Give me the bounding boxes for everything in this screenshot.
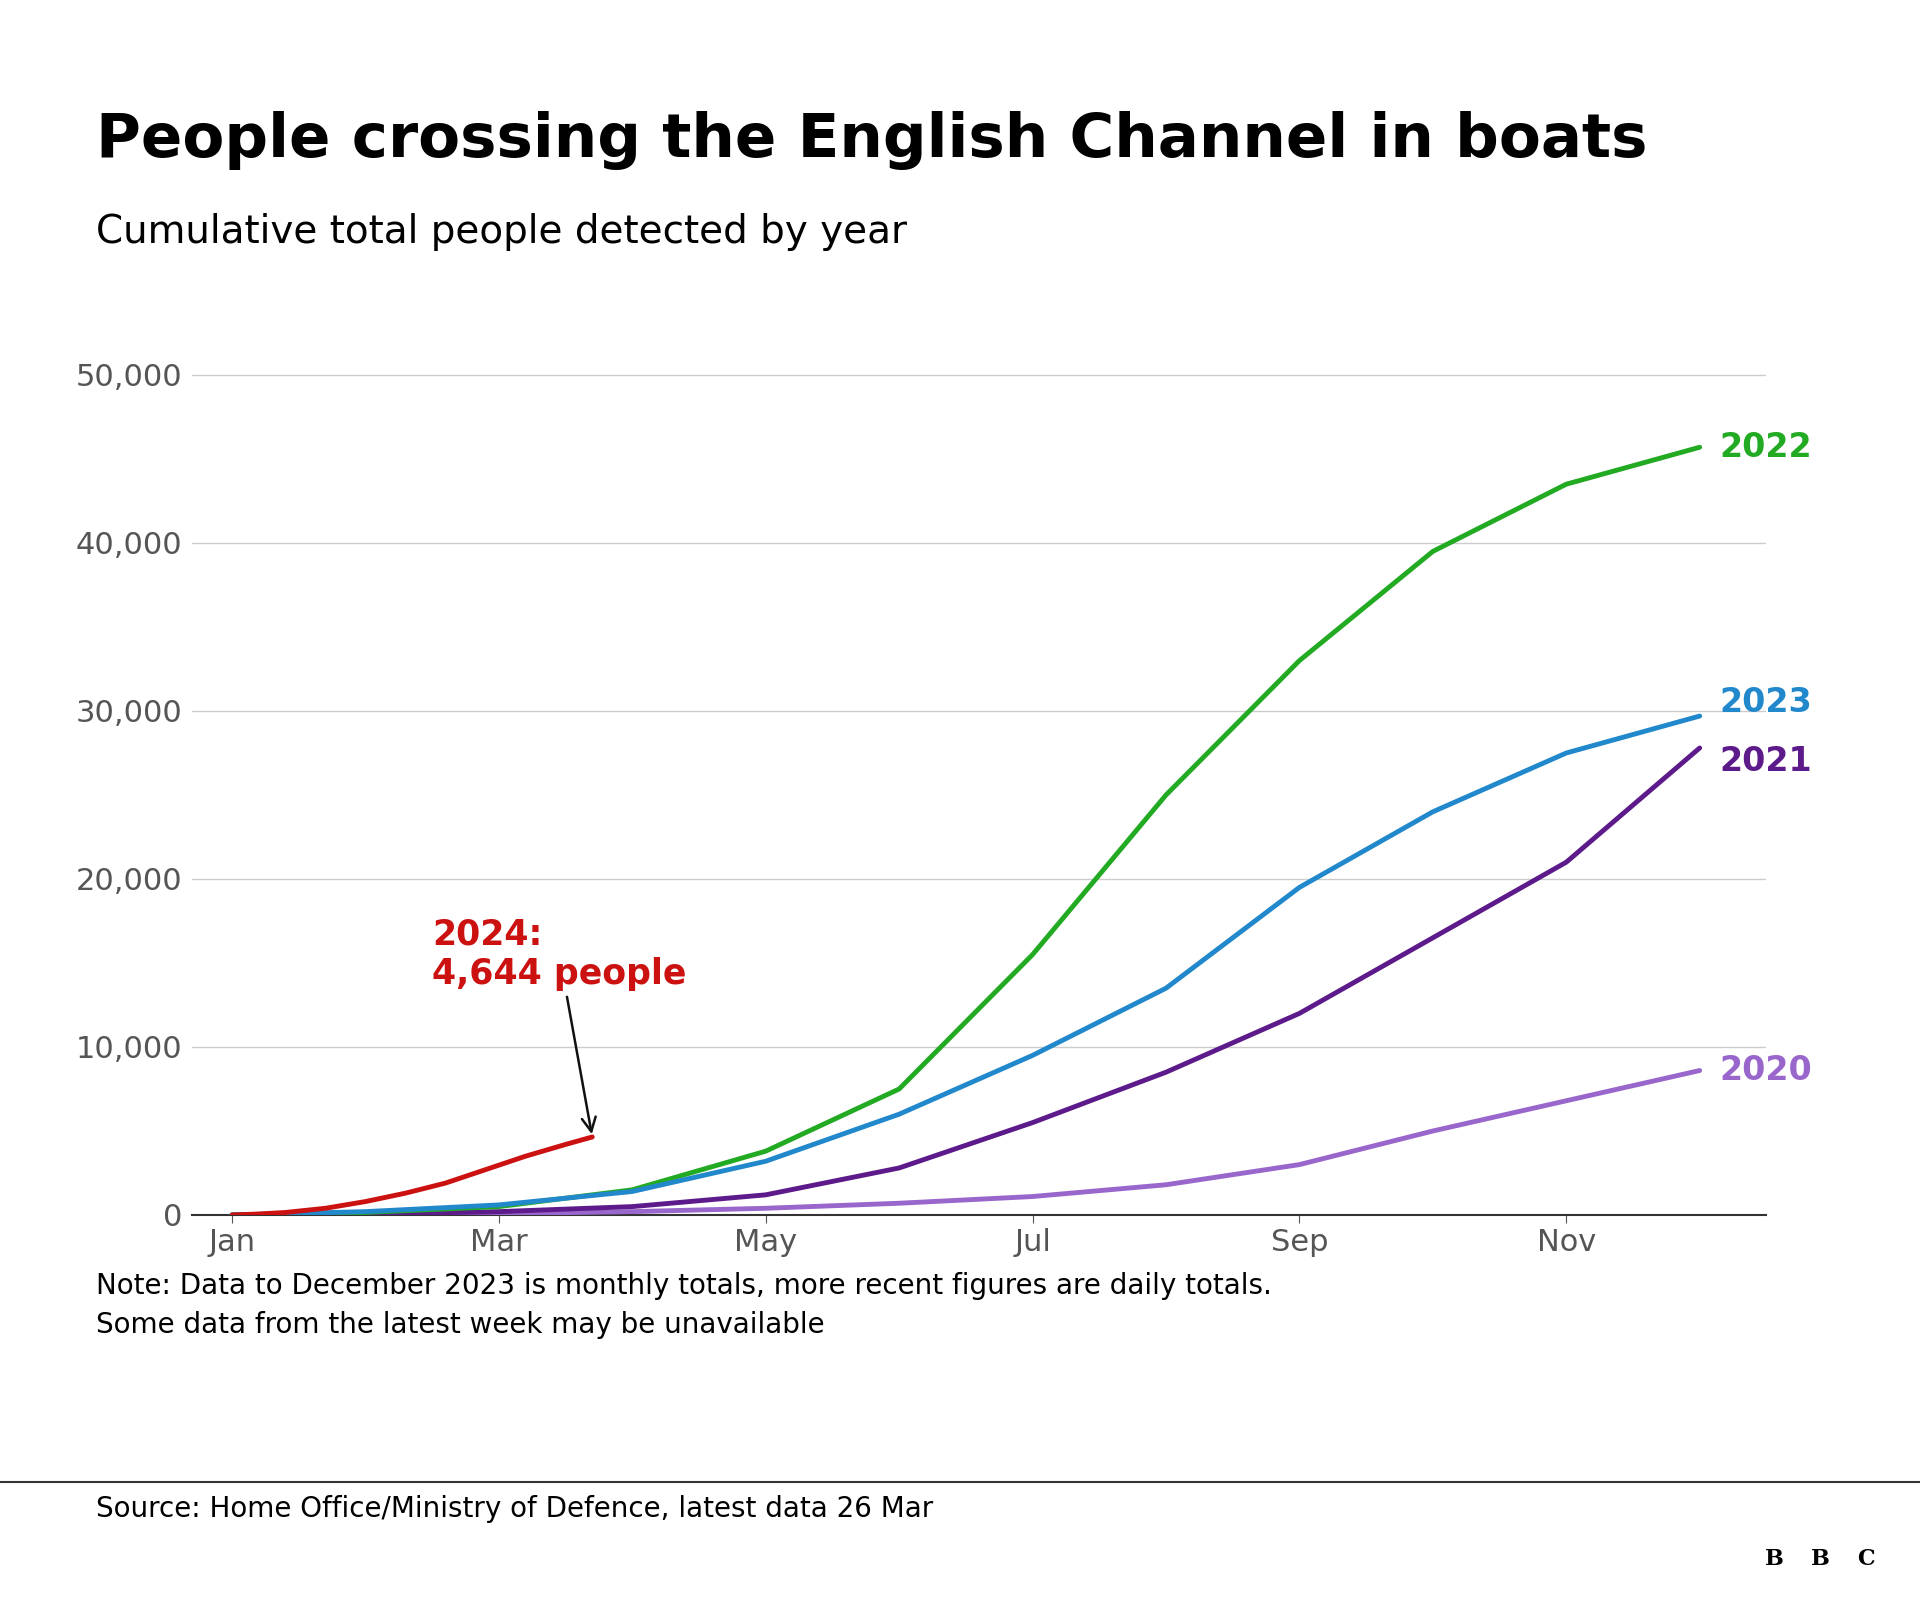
Text: 2021: 2021 [1720,745,1812,778]
Text: 2024:
4,644 people: 2024: 4,644 people [432,919,687,1131]
Text: Note: Data to December 2023 is monthly totals, more recent figures are daily tot: Note: Data to December 2023 is monthly t… [96,1272,1271,1338]
FancyBboxPatch shape [1751,1518,1795,1601]
FancyBboxPatch shape [1843,1518,1887,1601]
Text: Source: Home Office/Ministry of Defence, latest data 26 Mar: Source: Home Office/Ministry of Defence,… [96,1495,933,1523]
Text: B: B [1811,1549,1830,1570]
Text: People crossing the English Channel in boats: People crossing the English Channel in b… [96,112,1647,170]
Text: Cumulative total people detected by year: Cumulative total people detected by year [96,214,906,251]
Text: 2020: 2020 [1720,1055,1812,1087]
Text: C: C [1857,1549,1876,1570]
Text: 2023: 2023 [1720,687,1812,719]
Text: 2022: 2022 [1720,431,1812,463]
Text: B: B [1764,1549,1784,1570]
FancyBboxPatch shape [1797,1518,1841,1601]
